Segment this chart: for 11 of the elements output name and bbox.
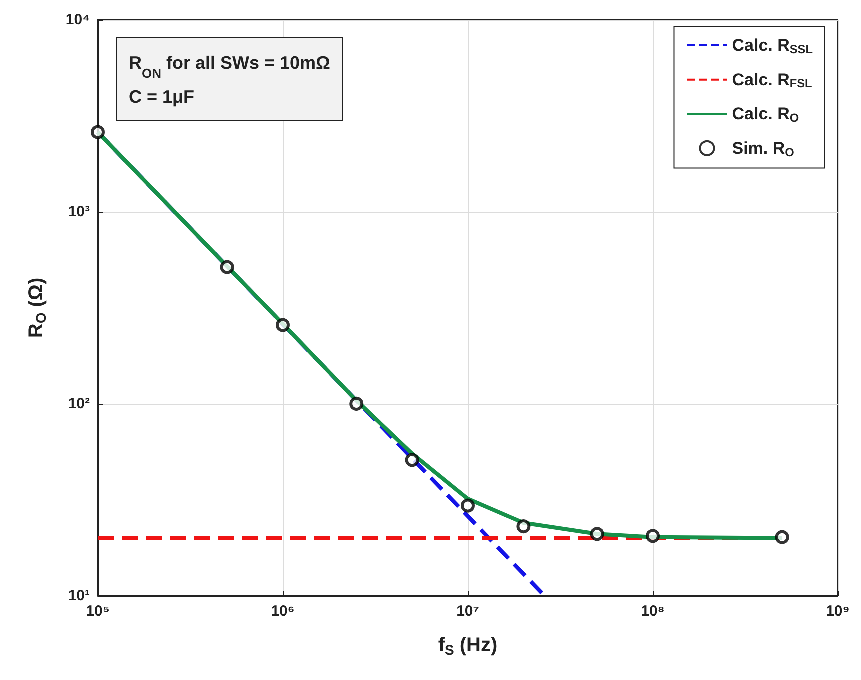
y-tick-label: 10² [68,396,90,412]
x-tick-label: 10⁵ [86,603,110,620]
y-tick-label: 10¹ [68,588,90,604]
y-tick-label: 10³ [68,204,90,220]
x-tick-label: 10⁷ [456,603,480,620]
x-tick-label: 10⁹ [826,603,850,620]
x-tick-label: 10⁸ [641,603,665,620]
annotation: C = 1μF [129,87,195,107]
y-axis-title: RO (Ω) [26,278,49,338]
y-tick-label: 10⁴ [66,12,90,28]
x-tick-label: 10⁶ [271,603,295,620]
